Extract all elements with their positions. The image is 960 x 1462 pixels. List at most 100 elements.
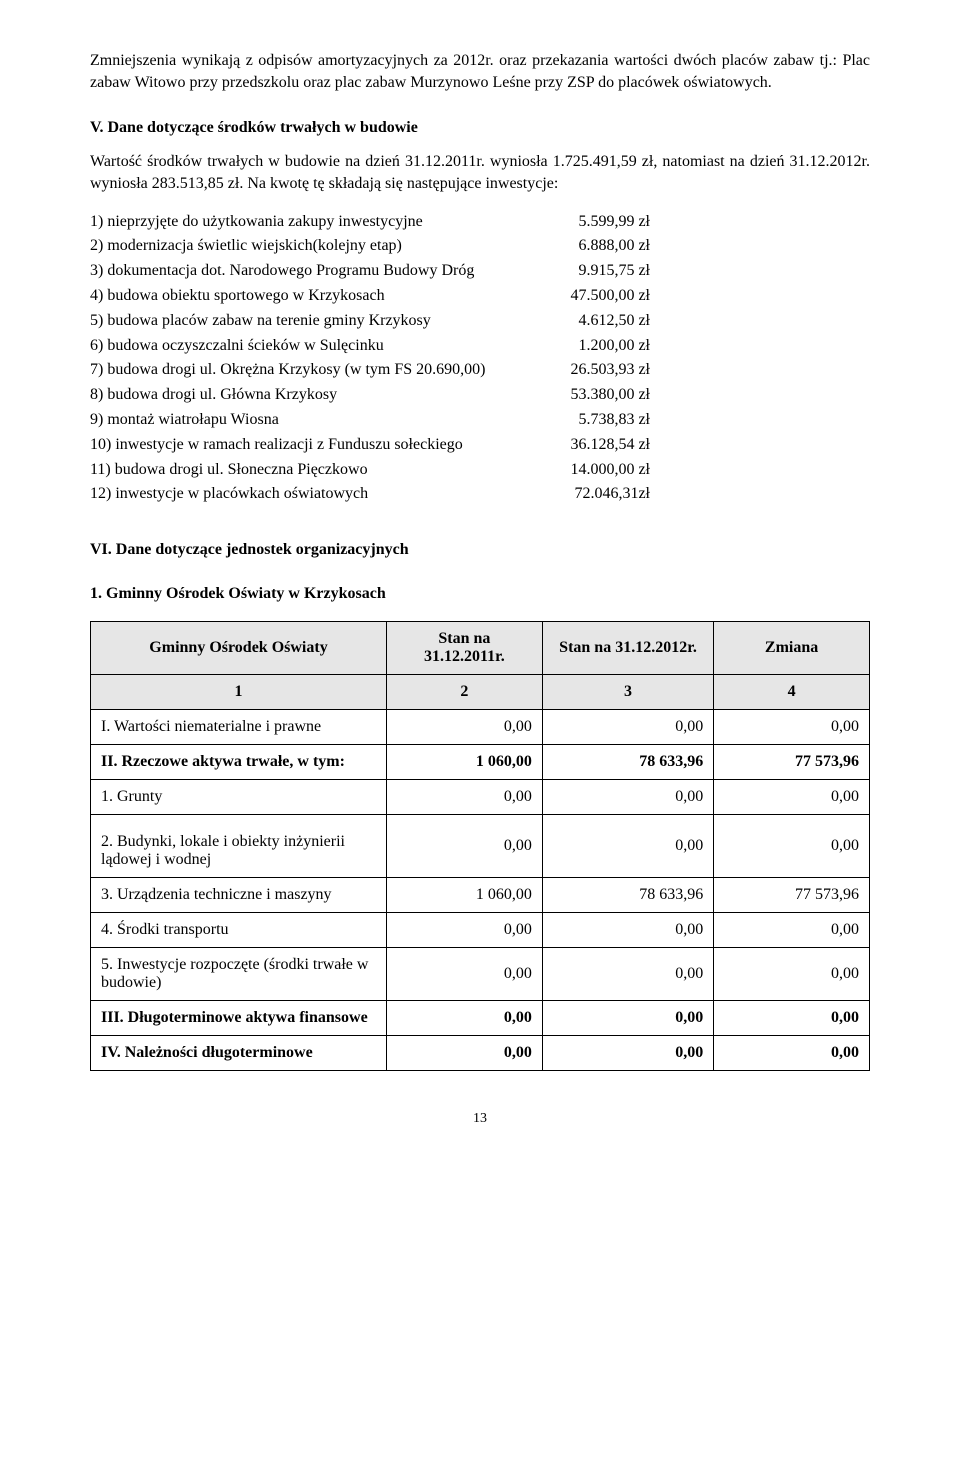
- table-cell: 0,00: [387, 780, 543, 815]
- table-cell: 0,00: [542, 913, 713, 948]
- table-number-row: 1 2 3 4: [91, 675, 870, 710]
- list-item-label: 5) budowa placów zabaw na terenie gminy …: [90, 309, 431, 334]
- table-cell: 0,00: [714, 710, 870, 745]
- table-row-label: III. Długoterminowe aktywa finansowe: [91, 1001, 387, 1036]
- table-row-label: 2. Budynki, lokale i obiekty inżynierii …: [91, 815, 387, 878]
- table-row-label: 3. Urządzenia techniczne i maszyny: [91, 878, 387, 913]
- page-number: 13: [90, 1111, 870, 1127]
- table-row-label: IV. Należności długoterminowe: [91, 1036, 387, 1071]
- list-item: 5) budowa placów zabaw na terenie gminy …: [90, 309, 650, 334]
- list-item: 11) budowa drogi ul. Słoneczna Pięczkowo…: [90, 458, 650, 483]
- table-row-label: 1. Grunty: [91, 780, 387, 815]
- section-vi-heading: VI. Dane dotyczące jednostek organizacyj…: [90, 541, 870, 559]
- table-cell: 0,00: [387, 913, 543, 948]
- table-row-label: I. Wartości niematerialne i prawne: [91, 710, 387, 745]
- table-cell: 0,00: [714, 1001, 870, 1036]
- table-cell: 78 633,96: [542, 745, 713, 780]
- table-row: 4. Środki transportu 0,00 0,00 0,00: [91, 913, 870, 948]
- financial-table: Gminny Ośrodek Oświaty Stan na 31.12.201…: [90, 621, 870, 1071]
- intro-paragraph: Zmniejszenia wynikają z odpisów amortyza…: [90, 50, 870, 95]
- section-v-heading: V. Dane dotyczące środków trwałych w bud…: [90, 119, 870, 137]
- table-cell: 0,00: [387, 710, 543, 745]
- list-item: 10) inwestycje w ramach realizacji z Fun…: [90, 433, 650, 458]
- list-item-value: 26.503,93 zł: [562, 358, 650, 383]
- list-item-value: 36.128,54 zł: [562, 433, 650, 458]
- list-item: 2) modernizacja świetlic wiejskich(kolej…: [90, 234, 650, 259]
- table-row: 5. Inwestycje rozpoczęte (środki trwałe …: [91, 948, 870, 1001]
- list-item: 7) budowa drogi ul. Okrężna Krzykosy (w …: [90, 358, 650, 383]
- table-row: I. Wartości niematerialne i prawne 0,00 …: [91, 710, 870, 745]
- table-cell: 1 060,00: [387, 745, 543, 780]
- list-item-label: 2) modernizacja świetlic wiejskich(kolej…: [90, 234, 402, 259]
- table-cell: 0,00: [542, 710, 713, 745]
- investment-list: 1) nieprzyjęte do użytkowania zakupy inw…: [90, 210, 650, 508]
- list-item-value: 6.888,00 zł: [570, 234, 650, 259]
- table-row-label: II. Rzeczowe aktywa trwałe, w tym:: [91, 745, 387, 780]
- list-item-label: 12) inwestycje w placówkach oświatowych: [90, 482, 368, 507]
- table-header: Gminny Ośrodek Oświaty: [91, 622, 387, 675]
- list-item-value: 1.200,00 zł: [570, 334, 650, 359]
- list-item: 8) budowa drogi ul. Główna Krzykosy 53.3…: [90, 383, 650, 408]
- table-col-number: 4: [714, 675, 870, 710]
- table-cell: 77 573,96: [714, 745, 870, 780]
- list-item-label: 3) dokumentacja dot. Narodowego Programu…: [90, 259, 474, 284]
- list-item-label: 9) montaż wiatrołapu Wiosna: [90, 408, 279, 433]
- table-col-number: 1: [91, 675, 387, 710]
- table-cell: 0,00: [714, 815, 870, 878]
- table-cell: 0,00: [542, 815, 713, 878]
- table-cell: 0,00: [387, 1001, 543, 1036]
- list-item-value: 72.046,31zł: [566, 482, 650, 507]
- table-row-label: 5. Inwestycje rozpoczęte (środki trwałe …: [91, 948, 387, 1001]
- list-item-label: 4) budowa obiektu sportowego w Krzykosac…: [90, 284, 385, 309]
- document-page: Zmniejszenia wynikają z odpisów amortyza…: [0, 0, 960, 1167]
- table-row: 2. Budynki, lokale i obiekty inżynierii …: [91, 815, 870, 878]
- list-item-label: 8) budowa drogi ul. Główna Krzykosy: [90, 383, 337, 408]
- section-v-paragraph: Wartość środków trwałych w budowie na dz…: [90, 151, 870, 196]
- list-item-value: 53.380,00 zł: [562, 383, 650, 408]
- table-cell: 77 573,96: [714, 878, 870, 913]
- list-item: 1) nieprzyjęte do użytkowania zakupy inw…: [90, 210, 650, 235]
- table-cell: 0,00: [542, 780, 713, 815]
- list-item: 12) inwestycje w placówkach oświatowych …: [90, 482, 650, 507]
- list-item: 3) dokumentacja dot. Narodowego Programu…: [90, 259, 650, 284]
- table-cell: 1 060,00: [387, 878, 543, 913]
- table-cell: 78 633,96: [542, 878, 713, 913]
- table-row: II. Rzeczowe aktywa trwałe, w tym: 1 060…: [91, 745, 870, 780]
- table-cell: 0,00: [542, 948, 713, 1001]
- list-item: 6) budowa oczyszczalni ścieków w Sulęcin…: [90, 334, 650, 359]
- table-row: 3. Urządzenia techniczne i maszyny 1 060…: [91, 878, 870, 913]
- table-cell: 0,00: [714, 780, 870, 815]
- table-cell: 0,00: [387, 815, 543, 878]
- table-header: Zmiana: [714, 622, 870, 675]
- list-item-label: 7) budowa drogi ul. Okrężna Krzykosy (w …: [90, 358, 486, 383]
- list-item-label: 10) inwestycje w ramach realizacji z Fun…: [90, 433, 463, 458]
- section-vi-subheading: 1. Gminny Ośrodek Oświaty w Krzykosach: [90, 585, 870, 603]
- table-col-number: 3: [542, 675, 713, 710]
- list-item: 9) montaż wiatrołapu Wiosna 5.738,83 zł: [90, 408, 650, 433]
- table-row: 1. Grunty 0,00 0,00 0,00: [91, 780, 870, 815]
- list-item: 4) budowa obiektu sportowego w Krzykosac…: [90, 284, 650, 309]
- table-cell: 0,00: [714, 948, 870, 1001]
- list-item-label: 6) budowa oczyszczalni ścieków w Sulęcin…: [90, 334, 384, 359]
- table-cell: 0,00: [542, 1001, 713, 1036]
- table-cell: 0,00: [714, 913, 870, 948]
- table-cell: 0,00: [387, 1036, 543, 1071]
- list-item-value: 5.738,83 zł: [570, 408, 650, 433]
- table-row-label: 4. Środki transportu: [91, 913, 387, 948]
- list-item-value: 9.915,75 zł: [570, 259, 650, 284]
- table-cell: 0,00: [542, 1036, 713, 1071]
- table-cell: 0,00: [387, 948, 543, 1001]
- list-item-value: 4.612,50 zł: [570, 309, 650, 334]
- table-row: IV. Należności długoterminowe 0,00 0,00 …: [91, 1036, 870, 1071]
- list-item-label: 11) budowa drogi ul. Słoneczna Pięczkowo: [90, 458, 368, 483]
- table-header: Stan na 31.12.2011r.: [387, 622, 543, 675]
- table-cell: 0,00: [714, 1036, 870, 1071]
- list-item-value: 47.500,00 zł: [562, 284, 650, 309]
- table-header: Stan na 31.12.2012r.: [542, 622, 713, 675]
- table-col-number: 2: [387, 675, 543, 710]
- list-item-label: 1) nieprzyjęte do użytkowania zakupy inw…: [90, 210, 423, 235]
- list-item-value: 14.000,00 zł: [562, 458, 650, 483]
- table-header-row: Gminny Ośrodek Oświaty Stan na 31.12.201…: [91, 622, 870, 675]
- table-row: III. Długoterminowe aktywa finansowe 0,0…: [91, 1001, 870, 1036]
- list-item-value: 5.599,99 zł: [570, 210, 650, 235]
